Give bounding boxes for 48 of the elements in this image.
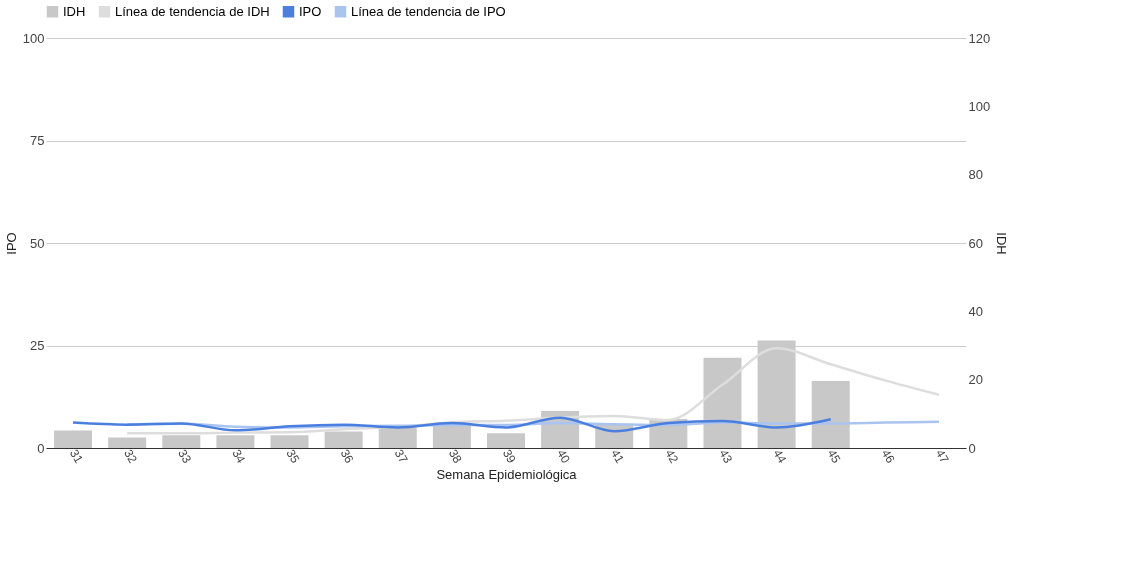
x-axis-title: Semana Epidemiológica [436, 467, 578, 483]
legend-label: IDH [63, 3, 86, 19]
legend-label: Línea de tendencia de IPO [351, 3, 506, 19]
y2-tick-label: 80 [968, 167, 983, 183]
x-tick-label: 32 [121, 447, 141, 466]
x-tick-label: 36 [337, 447, 357, 466]
y-axis-title: IPO [3, 232, 19, 255]
y2-tick-label: 120 [968, 30, 991, 46]
x-tick-label: 38 [445, 447, 465, 466]
bar [378, 427, 417, 448]
x-tick-label: 31 [67, 447, 86, 466]
bar [811, 381, 850, 448]
bar [432, 425, 471, 448]
x-tick-label: 44 [770, 447, 790, 466]
x-tick-label: 47 [932, 447, 952, 466]
legend-label: Línea de tendencia de IDH [115, 3, 270, 19]
x-tick-label: 34 [229, 447, 249, 466]
bar [270, 435, 309, 448]
y2-tick-label: 20 [968, 372, 983, 388]
bar [703, 357, 742, 448]
y2-axis-title: IDH [994, 232, 1010, 255]
bar [487, 433, 525, 448]
y-tick-label: 75 [30, 133, 45, 148]
x-tick-label: 35 [283, 447, 303, 466]
line-series [71, 416, 832, 433]
bar [162, 435, 201, 448]
x-tick-label: 37 [391, 447, 411, 466]
legend-label: IPO [299, 3, 322, 19]
y2-tick-label: 40 [968, 303, 983, 319]
y-tick-label: 50 [30, 235, 45, 251]
y-tick-label: 25 [30, 338, 45, 353]
bar [108, 437, 147, 448]
y-tick-label: 0 [37, 440, 45, 456]
y2-tick-label: 100 [968, 98, 991, 114]
x-tick-label: 42 [662, 447, 682, 466]
x-tick-label: 45 [824, 447, 844, 466]
x-tick-label: 39 [499, 447, 519, 466]
y2-tick-label: 0 [968, 440, 976, 456]
x-tick-label: 46 [878, 447, 898, 466]
x-tick-label: 33 [175, 447, 195, 466]
x-tick-label: 43 [716, 447, 736, 466]
x-tick-label: 41 [608, 447, 628, 466]
bar [216, 435, 255, 448]
x-tick-label: 40 [554, 447, 574, 466]
bar [324, 431, 363, 448]
bar [54, 430, 93, 448]
y-tick-label: 100 [22, 30, 45, 46]
y2-tick-label: 60 [968, 235, 983, 251]
